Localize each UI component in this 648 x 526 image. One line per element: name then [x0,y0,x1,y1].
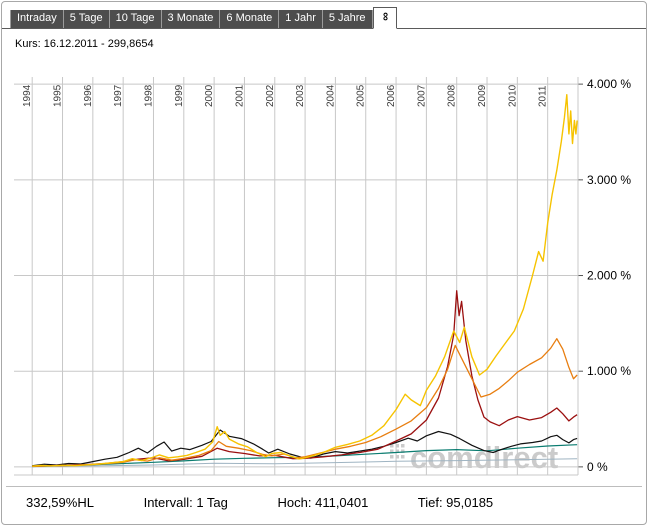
tab-5-jahre-label: 5 Jahre [328,12,366,24]
tab-5-tage[interactable]: 5 Tage [63,10,110,28]
status-high: Hoch: 411,0401 [277,495,369,510]
watermark-logo-dot [395,449,399,453]
x-tick-label: 1998 [143,84,154,107]
tab-1-jahr[interactable]: 1 Jahr [279,10,323,28]
watermark-logo-dot [401,449,405,453]
x-tick-label: 1995 [53,84,64,107]
x-tick-label: 1999 [174,84,185,107]
x-tick-label: 2000 [204,84,215,107]
status-change: 332,59%HL [26,495,94,510]
x-tick-label: 1996 [83,84,94,107]
tab-3-monate-label: 3 Monate [167,12,214,24]
tab-intraday-label: Intraday [17,12,57,24]
y-tick-label: 2.000 % [587,269,631,283]
watermark-logo-dot [390,449,394,453]
watermark-logo-dot [395,455,399,459]
status-interval: Intervall: 1 Tag [143,495,228,510]
y-tick-label: 3.000 % [587,173,631,187]
price-chart[interactable]: 0 % 1.000 % 2.000 % 3.000 % 4.000 % 1994 1995 1… [2,52,646,484]
y-tick-label: 0 % [587,460,608,474]
x-tick-label: 2010 [507,84,518,107]
status-low: Tief: 95,0185 [417,495,494,510]
x-tick-label: 2011 [538,85,549,107]
x-tick-label: 2003 [295,84,306,107]
chart-area: 0 % 1.000 % 2.000 % 3.000 % 4.000 % 1994 1995 1… [2,52,646,484]
x-tick-label: 2008 [447,84,458,107]
x-tick-label: 2001 [234,84,245,107]
kurs-readout: Kurs: 16.12.2011 - 299,8654 [15,38,154,50]
x-tick-label: 1994 [22,84,33,107]
tab-10-tage[interactable]: 10 Tage [109,10,162,28]
infinity-icon: ∞ [378,12,393,21]
watermark-logo-dot [390,455,394,459]
watermark-logo-dot [401,455,405,459]
x-tick-label: 2007 [416,84,427,107]
series-gray-line [32,458,578,468]
series-orange-line [32,338,578,468]
series-yellow-line [32,94,578,467]
tab-5-jahre[interactable]: 5 Jahre [322,10,373,28]
y-tick-label: 4.000 % [587,77,631,91]
watermark-text: comdirect [410,440,558,475]
x-tick-label: 1997 [113,84,124,107]
tab-10-tage-label: 10 Tage [115,12,155,24]
watermark-logo-dot [401,444,405,448]
tab-intraday[interactable]: Intraday [10,10,64,28]
x-tick-label: 2009 [477,84,488,107]
tab-max[interactable]: ∞ [372,7,398,29]
x-tick-label: 2005 [356,84,367,107]
watermark-logo-dot [390,444,394,448]
x-tick-label: 2004 [325,84,336,107]
tab-6-monate-label: 6 Monate [226,12,273,24]
x-tick-label: 2002 [265,84,276,107]
tab-1-jahr-label: 1 Jahr [285,12,316,24]
y-tick-label: 1.000 % [587,364,631,378]
tab-5-tage-label: 5 Tage [69,12,103,24]
x-tick-label: 2006 [386,84,397,107]
tab-6-monate[interactable]: 6 Monate [220,10,280,28]
status-bar: 332,59%HL Intervall: 1 Tag Hoch: 411,040… [6,486,642,510]
watermark-logo-dot [395,444,399,448]
series-darkred-line [32,290,578,467]
tab-3-monate[interactable]: 3 Monate [161,10,221,28]
period-tabbar: Intraday 5 Tage 10 Tage 3 Monate 6 Monat… [2,2,646,29]
